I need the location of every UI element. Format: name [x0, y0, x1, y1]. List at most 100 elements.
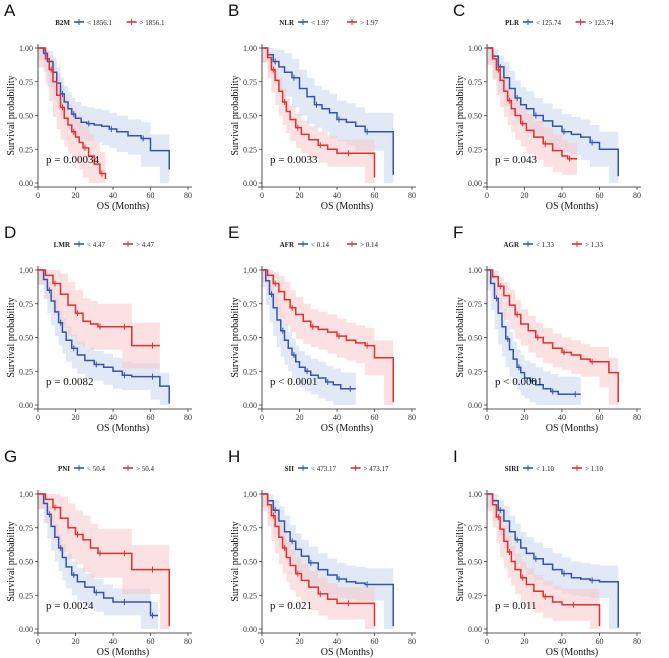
- y-axis-title: Survival probability: [6, 521, 17, 601]
- legend-label-low: < 1.97: [311, 19, 329, 27]
- y-tick-label: 0.25: [468, 367, 482, 376]
- y-tick-label: 0.00: [468, 401, 482, 410]
- km-panel-b: B NLR < 1.97 > 1.97 0.00 0.25 0.50 0.75 1.00 0 20 4…: [228, 1, 416, 212]
- x-tick-label: 0: [260, 413, 264, 422]
- legend-label-high: > 1.10: [585, 465, 603, 473]
- x-tick-label: 40: [109, 191, 117, 200]
- x-tick-label: 0: [36, 637, 40, 646]
- ci-band-high: [487, 494, 600, 629]
- survival-curve-high: [487, 493, 601, 627]
- x-tick-label: 80: [408, 191, 416, 200]
- x-tick-label: 40: [333, 413, 341, 422]
- ci-band-low: [262, 270, 356, 405]
- panel-letter: D: [4, 223, 16, 242]
- p-value: p = 0.0024: [46, 600, 94, 612]
- legend-label-low: < 1.33: [536, 241, 554, 249]
- x-axis-title: OS (Months): [321, 423, 374, 434]
- p-value: p = 0.011: [495, 600, 537, 612]
- y-tick-label: 0.50: [19, 112, 33, 121]
- panel-letter: E: [228, 223, 239, 242]
- survival-curve-low: [262, 47, 394, 175]
- y-tick-label: 0.75: [468, 300, 482, 309]
- x-tick-label: 40: [333, 637, 341, 646]
- y-axis-title: Survival probability: [6, 297, 17, 377]
- p-value: p < 0.0001: [270, 376, 317, 388]
- x-tick-label: 40: [558, 637, 566, 646]
- ci-band-high: [262, 270, 394, 405]
- y-tick-label: 0.50: [468, 112, 482, 121]
- survival-curve-low: [262, 493, 394, 627]
- x-axis-title: OS (Months): [546, 647, 599, 658]
- legend-label-low: < 1.10: [536, 465, 554, 473]
- panel-letter: I: [453, 447, 458, 466]
- y-tick-label: 0.50: [243, 334, 257, 343]
- x-axis-title: OS (Months): [97, 423, 150, 434]
- y-tick-label: 0.00: [243, 401, 257, 410]
- x-tick-label: 20: [72, 413, 80, 422]
- x-tick-label: 20: [521, 637, 529, 646]
- x-tick-label: 60: [147, 191, 155, 200]
- legend-title: SII: [285, 465, 295, 473]
- survival-curve-low: [38, 47, 170, 170]
- y-tick-label: 0.25: [19, 591, 33, 600]
- x-tick-label: 80: [408, 637, 416, 646]
- x-axis-title: OS (Months): [321, 201, 374, 212]
- y-tick-label: 0.25: [243, 367, 257, 376]
- y-axis-title: Survival probability: [230, 75, 241, 155]
- x-tick-label: 60: [371, 637, 379, 646]
- panel-letter: G: [4, 447, 17, 466]
- legend: NLR < 1.97 > 1.97: [279, 19, 378, 27]
- legend-label-high: > 0.14: [360, 241, 378, 249]
- y-tick-label: 0.75: [468, 78, 482, 87]
- survival-curve-low: [38, 269, 170, 404]
- x-tick-label: 20: [72, 191, 80, 200]
- y-tick-label: 0.75: [243, 78, 257, 87]
- y-tick-label: 0.50: [468, 334, 482, 343]
- x-tick-label: 40: [558, 413, 566, 422]
- legend-label-low: < 50.4: [87, 465, 105, 473]
- legend: LMR < 4.47 > 4.47: [54, 241, 154, 249]
- x-axis-title: OS (Months): [546, 423, 599, 434]
- y-tick-label: 0.50: [243, 558, 257, 567]
- legend-title: B2M: [55, 19, 70, 27]
- survival-curve-low: [487, 47, 619, 177]
- p-value: p = 0.00034: [46, 154, 99, 166]
- y-tick-label: 1.00: [243, 44, 257, 53]
- legend-label-high: > 125.74: [589, 19, 614, 27]
- x-tick-label: 20: [521, 191, 529, 200]
- y-tick-label: 0.00: [19, 625, 33, 634]
- x-tick-label: 80: [633, 191, 641, 200]
- y-tick-label: 0.25: [19, 367, 33, 376]
- x-tick-label: 40: [109, 637, 117, 646]
- survival-curve-high: [38, 47, 107, 179]
- y-tick-label: 0.25: [243, 145, 257, 154]
- p-value: p = 0.043: [495, 154, 537, 166]
- y-tick-label: 1.00: [243, 490, 257, 499]
- x-axis-title: OS (Months): [546, 201, 599, 212]
- km-panel-a: A B2M < 1856.1 > 1856.1 0.00 0.25 0.50 0.75 1.00…: [4, 1, 192, 212]
- y-axis-title: Survival probability: [230, 521, 241, 601]
- x-tick-label: 80: [633, 637, 641, 646]
- legend-label-high: > 473.17: [364, 465, 389, 473]
- y-axis-title: Survival probability: [455, 297, 466, 377]
- survival-curve-high: [38, 269, 160, 347]
- ci-band-low: [487, 270, 581, 405]
- x-tick-label: 0: [36, 191, 40, 200]
- x-tick-label: 80: [184, 637, 192, 646]
- legend: B2M < 1856.1 > 1856.1: [55, 19, 165, 27]
- y-tick-label: 1.00: [19, 266, 33, 275]
- y-tick-label: 1.00: [468, 44, 482, 53]
- y-tick-label: 0.00: [468, 625, 482, 634]
- x-tick-label: 20: [296, 637, 304, 646]
- y-tick-label: 1.00: [243, 266, 257, 275]
- x-tick-label: 80: [408, 413, 416, 422]
- legend: PLR < 125.74 > 125.74: [505, 19, 614, 27]
- survival-curve-high: [487, 269, 619, 403]
- y-tick-label: 0.25: [468, 591, 482, 600]
- y-axis-title: Survival probability: [6, 75, 17, 155]
- y-tick-label: 0.75: [19, 78, 33, 87]
- survival-curve-high: [262, 47, 376, 178]
- y-tick-label: 1.00: [19, 490, 33, 499]
- survival-curve-low: [487, 493, 619, 628]
